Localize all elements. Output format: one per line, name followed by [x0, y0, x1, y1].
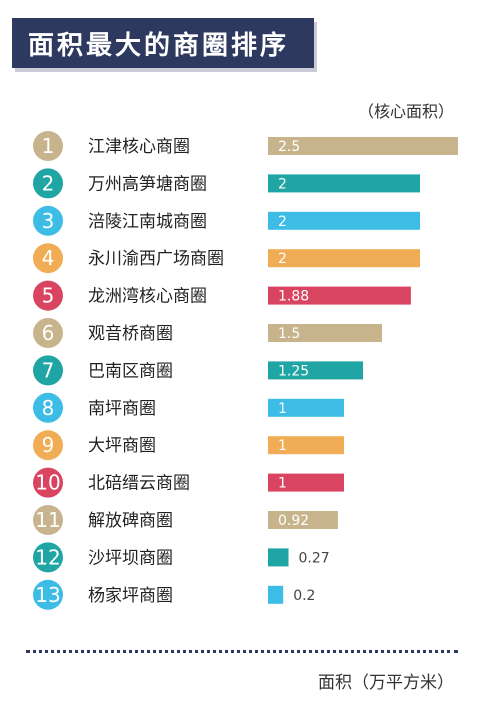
- title-banner: 面积最大的商圈排序: [12, 18, 314, 68]
- page-title: 面积最大的商圈排序: [28, 30, 290, 61]
- rank-badge: [33, 505, 63, 535]
- data-label: 2: [278, 251, 287, 267]
- rank-badge: [33, 168, 63, 199]
- bar: [268, 585, 284, 604]
- category-label: 北碚缙云商圈: [88, 474, 190, 494]
- rank-number: 8: [42, 396, 55, 420]
- data-label: 1.5: [278, 326, 300, 342]
- rank-number: 3: [42, 209, 55, 233]
- category-label: 南坪商圈: [88, 399, 156, 419]
- rank-badge: [33, 579, 63, 610]
- rank-badge: [33, 205, 63, 236]
- category-label: 沙坪坝商圈: [88, 548, 173, 568]
- category-label: 龙洲湾核心商圈: [88, 287, 207, 307]
- data-label: 1: [278, 476, 287, 492]
- category-label: 解放碑商圈: [88, 511, 173, 531]
- rank-badge: [33, 280, 63, 311]
- bar: [268, 174, 420, 193]
- bar: [268, 324, 382, 342]
- bar: [268, 211, 420, 230]
- category-label: 涪陵江南城商圈: [88, 212, 207, 232]
- data-label: 2: [278, 176, 287, 192]
- data-label: 0.2: [293, 588, 315, 604]
- data-label: 1.25: [278, 363, 309, 379]
- bar: [268, 286, 411, 305]
- category-label: 巴南区商圈: [88, 361, 173, 381]
- data-label: 2: [278, 214, 287, 230]
- rank-badge: [33, 430, 63, 461]
- rank-number: 6: [42, 321, 55, 345]
- rank-number: 10: [35, 471, 60, 495]
- rank-number: 13: [35, 583, 60, 607]
- rank-number: 5: [42, 284, 55, 308]
- data-label: 0.27: [299, 550, 330, 566]
- bar: [268, 436, 344, 455]
- rank-number: 1: [42, 134, 55, 158]
- footer-divider: [26, 650, 458, 653]
- category-label: 江津核心商圈: [88, 137, 190, 157]
- category-label: 观音桥商圈: [88, 324, 173, 344]
- category-label: 大坪商圈: [88, 436, 156, 456]
- rank-number: 7: [42, 358, 55, 382]
- bar: [268, 361, 363, 380]
- bar: [268, 137, 458, 155]
- bar: [268, 511, 338, 529]
- category-label: 永川渝西广场商圈: [88, 249, 224, 269]
- bar: [268, 473, 344, 492]
- rank-number: 2: [42, 171, 55, 195]
- rank-badge: [33, 355, 63, 386]
- rank-number: 4: [42, 246, 55, 270]
- data-label: 1: [278, 438, 287, 454]
- rank-badge: [33, 467, 63, 498]
- rank-badge: [33, 542, 63, 573]
- rank-badge: [33, 131, 63, 161]
- data-label: 0.92: [278, 513, 309, 529]
- rank-number: 11: [35, 508, 60, 532]
- bar: [268, 548, 289, 567]
- data-label: 2.5: [278, 139, 300, 155]
- x-axis-label: 面积（万平方米）: [318, 673, 454, 693]
- rank-number: 12: [35, 545, 60, 569]
- rank-number: 9: [42, 433, 55, 457]
- category-label: 杨家坪商圈: [88, 586, 173, 606]
- category-label: 万州高笋塘商圈: [88, 174, 207, 194]
- unit-label: （核心面积）: [357, 102, 454, 121]
- data-label: 1: [278, 401, 287, 417]
- bar: [268, 249, 420, 268]
- rank-badge: [33, 392, 63, 423]
- rank-badge: [33, 243, 63, 274]
- data-label: 1.88: [278, 289, 309, 305]
- bar: [268, 398, 344, 417]
- rank-badge: [33, 318, 63, 348]
